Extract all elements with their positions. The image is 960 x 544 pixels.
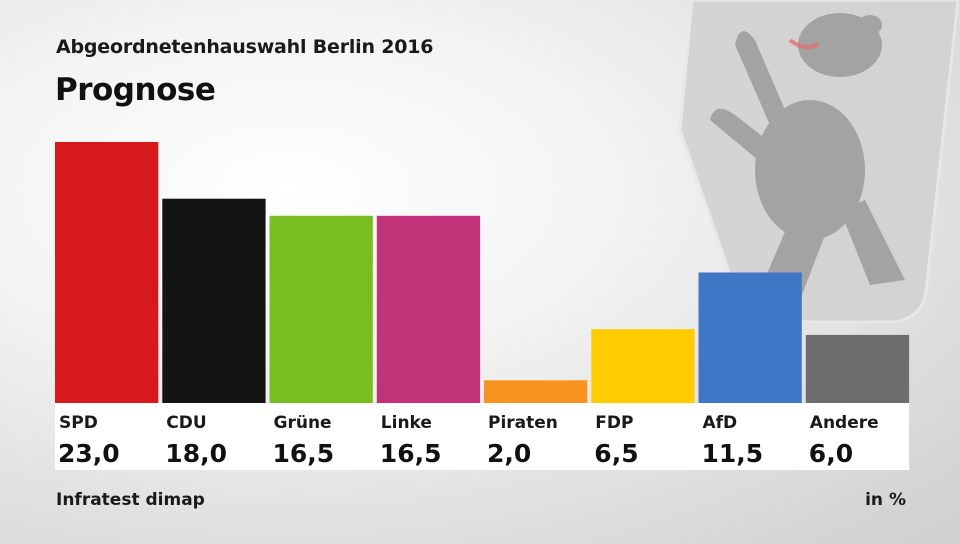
bar-andere	[805, 334, 910, 403]
value-label-piraten: 2,0	[487, 439, 531, 468]
category-label-fdp: FDP	[595, 413, 633, 433]
value-label-grüne: 16,5	[273, 439, 335, 468]
bar-afd	[698, 272, 802, 403]
unit-label: in %	[865, 490, 906, 510]
category-label-spd: SPD	[59, 413, 98, 433]
category-label-cdu: CDU	[166, 413, 206, 433]
value-label-fdp: 6,5	[594, 439, 638, 468]
value-label-afd: 11,5	[702, 439, 764, 468]
category-label-afd: AfD	[703, 413, 738, 433]
value-label-andere: 6,0	[809, 439, 853, 468]
category-label-grüne: Grüne	[274, 413, 332, 433]
category-label-linke: Linke	[381, 413, 432, 433]
chart-title: Prognose	[55, 72, 216, 108]
category-label-piraten: Piraten	[488, 413, 558, 433]
bar-grüne	[269, 215, 373, 403]
bar-piraten	[484, 380, 588, 403]
value-label-cdu: 18,0	[165, 439, 227, 468]
source-label: Infratest dimap	[56, 490, 205, 510]
bar-spd	[55, 142, 159, 403]
chart-supertitle: Abgeordnetenhauswahl Berlin 2016	[56, 36, 434, 58]
bar-linke	[376, 215, 481, 403]
category-label-andere: Andere	[810, 413, 879, 433]
value-label-linke: 16,5	[380, 439, 442, 468]
label-panel	[55, 403, 909, 470]
berlin-bear-crest-icon	[678, 0, 960, 324]
value-label-spd: 23,0	[58, 439, 120, 468]
bar-fdp	[591, 329, 695, 403]
bar-cdu	[162, 198, 266, 403]
